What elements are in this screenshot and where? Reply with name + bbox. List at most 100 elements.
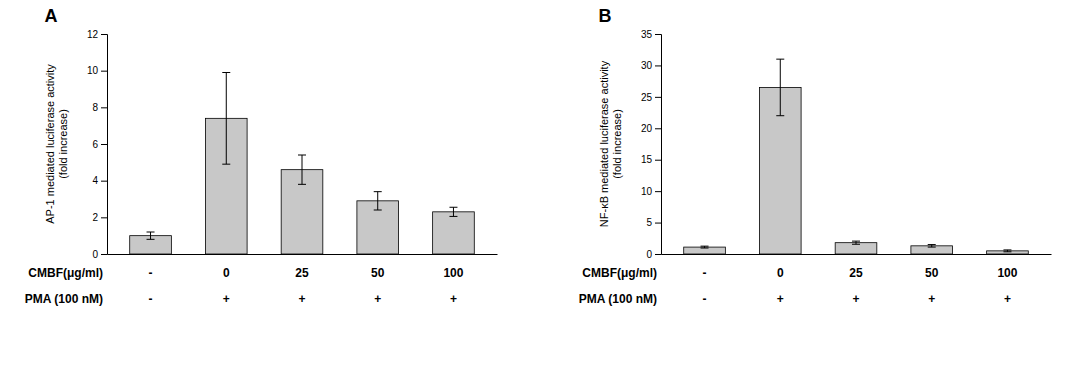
y-tick-label: 4 <box>92 175 98 186</box>
error-bar-line <box>302 155 303 184</box>
bar <box>433 212 475 254</box>
y-tick: 0 <box>92 249 107 260</box>
x-tick-label: 0 <box>223 266 230 280</box>
error-bar-cap <box>928 244 936 245</box>
panel: 024681012-02550100CMBF(μg/ml)PMA (100 nM… <box>25 6 498 306</box>
x-tick-label: - <box>149 266 153 280</box>
x-tick: - <box>149 266 153 280</box>
y-tick-mark <box>101 34 107 35</box>
y-tick-mark <box>655 97 661 98</box>
y-axis-title-line: AP-1 mediated luciferase activity <box>44 64 56 224</box>
x-tick-label: 0 <box>777 266 784 280</box>
y-tick-label: 20 <box>641 123 653 134</box>
row-label: CMBF(μg/ml) <box>582 266 657 280</box>
y-tick: 2 <box>92 212 107 223</box>
x-tick: 25 <box>295 266 309 280</box>
row-cell: + <box>298 292 305 306</box>
y-tick: 8 <box>92 102 107 113</box>
y-tick: 4 <box>92 175 107 186</box>
error-bar <box>701 246 709 248</box>
error-bar-cap <box>776 115 784 116</box>
error-bar-cap <box>1003 251 1011 252</box>
error-bar-cap <box>776 59 784 60</box>
y-tick-mark <box>655 34 661 35</box>
error-bar-line <box>226 73 227 165</box>
y-axis-title: AP-1 mediated luciferase activity(fold i… <box>44 64 69 224</box>
x-axis-line <box>108 254 498 255</box>
error-bar-cap <box>701 248 709 249</box>
y-tick-label: 30 <box>641 60 653 71</box>
y-tick-mark <box>101 144 107 145</box>
row-cell: + <box>450 292 457 306</box>
error-bar-cap <box>147 232 155 233</box>
x-tick-label: 100 <box>997 266 1017 280</box>
x-tick: 50 <box>925 266 939 280</box>
y-axis: 0 5 10 15 20 25 30 35 <box>641 29 662 260</box>
error-bar-cap <box>298 184 306 185</box>
row-cell: + <box>777 292 784 306</box>
error-bar <box>298 155 306 184</box>
bar <box>684 247 726 254</box>
error-bar-cap <box>222 72 230 73</box>
x-tick-label: - <box>703 266 707 280</box>
x-tick: 25 <box>849 266 863 280</box>
x-axis: - 0 25 50 100 <box>662 255 1052 280</box>
y-tick-label: 15 <box>641 154 653 165</box>
y-axis-title-line: NF-κB mediated luciferase activity <box>598 60 610 227</box>
row-cell: + <box>1004 292 1011 306</box>
y-tick-mark <box>101 254 107 255</box>
x-tick: 100 <box>443 266 463 280</box>
y-tick-label: 0 <box>92 249 98 260</box>
row-cell: + <box>374 292 381 306</box>
y-tick-mark <box>655 191 661 192</box>
error-bar-cap <box>374 191 382 192</box>
y-tick-mark <box>101 217 107 218</box>
error-bar-line <box>150 232 151 239</box>
row-label: CMBF(μg/ml) <box>28 266 103 280</box>
panel-label: A <box>45 6 58 26</box>
y-tick: 25 <box>641 92 661 103</box>
y-tick-label: 0 <box>646 249 652 260</box>
error-bar <box>852 241 860 244</box>
error-bar-cap <box>449 216 457 217</box>
row-cell: - <box>703 292 707 306</box>
bar <box>835 243 877 254</box>
error-bar-cap <box>852 244 860 245</box>
y-tick: 10 <box>641 186 661 197</box>
error-bar <box>374 192 382 210</box>
y-tick-label: 25 <box>641 92 653 103</box>
y-tick-label: 6 <box>92 139 98 150</box>
y-tick-label: 12 <box>87 29 99 40</box>
marks <box>130 73 475 255</box>
panel-label: B <box>599 6 612 26</box>
chart: 024681012-02550100CMBF(μg/ml)PMA (100 nM… <box>0 0 1073 377</box>
error-bar <box>449 207 457 216</box>
y-tick: 30 <box>641 60 661 71</box>
y-axis-title: NF-κB mediated luciferase activity(fold … <box>598 60 623 227</box>
y-tick: 6 <box>92 139 107 150</box>
bar <box>911 246 953 254</box>
error-bar-cap <box>928 247 936 248</box>
y-tick-label: 5 <box>646 217 652 228</box>
y-tick-label: 35 <box>641 29 653 40</box>
error-bar <box>222 73 230 165</box>
row-cell: - <box>149 292 153 306</box>
x-tick-label: 25 <box>849 266 863 280</box>
y-tick: 20 <box>641 123 661 134</box>
x-axis-line <box>662 254 1052 255</box>
error-bar-line <box>453 207 454 216</box>
error-bar <box>1003 250 1011 252</box>
y-tick-mark <box>655 223 661 224</box>
y-tick: 0 <box>646 249 661 260</box>
row-cell: + <box>223 292 230 306</box>
error-bar <box>776 59 784 116</box>
y-tick-mark <box>101 181 107 182</box>
y-tick-label: 10 <box>641 186 653 197</box>
row-label: PMA (100 nM) <box>25 292 103 306</box>
row-cell: + <box>852 292 859 306</box>
error-bar-cap <box>1003 249 1011 250</box>
y-tick-mark <box>655 160 661 161</box>
marks <box>684 59 1029 254</box>
x-tick: - <box>703 266 707 280</box>
error-bar-cap <box>852 241 860 242</box>
